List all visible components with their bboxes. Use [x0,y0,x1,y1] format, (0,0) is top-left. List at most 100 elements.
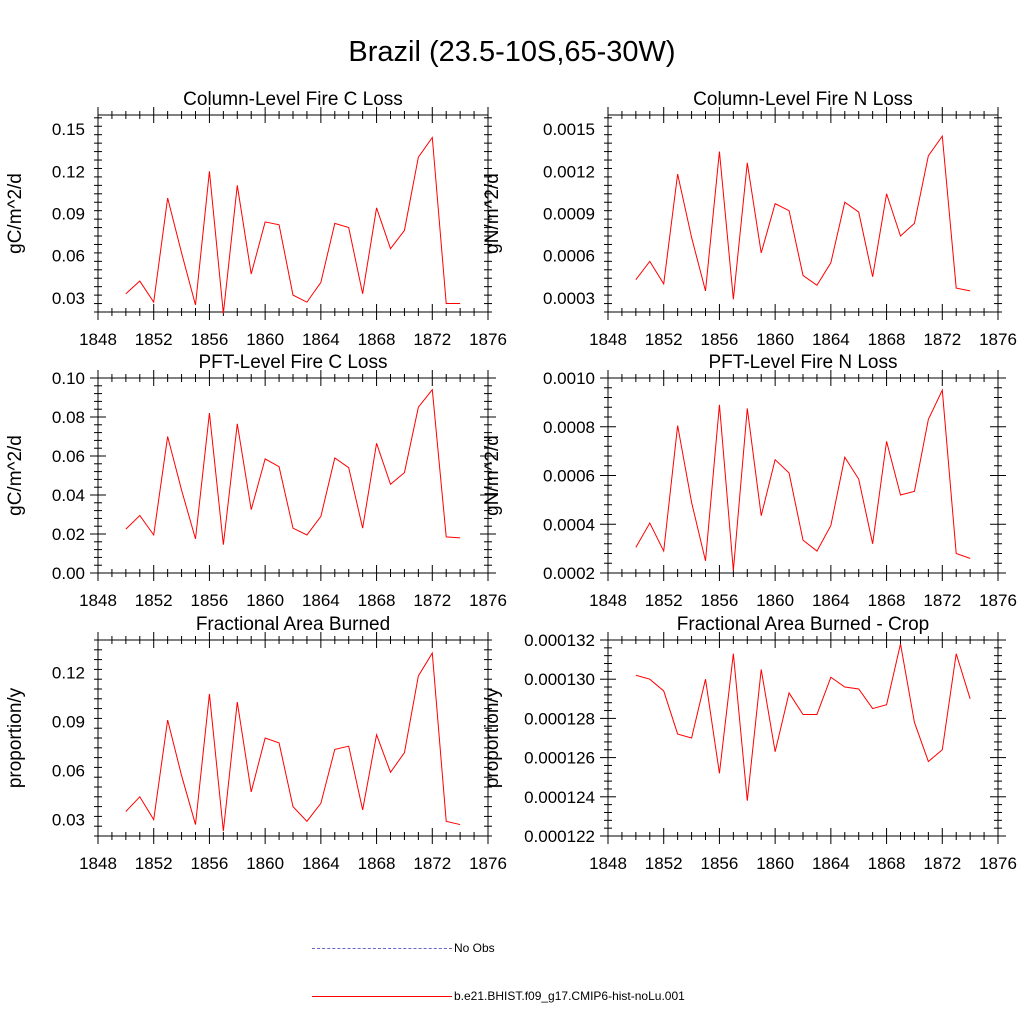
x-tick-label: 1868 [358,591,396,610]
y-axis-label: gC/m^2/d [5,173,26,254]
x-tick-label: 1864 [812,854,850,873]
panel-2: Column-Level Fire N Loss 1848 1852 1856 1860… [482,89,1017,349]
y-tick-label: 0.0015 [543,120,595,139]
panel-title: PFT-Level Fire N Loss [709,352,898,373]
x-tick-label: 1868 [868,330,906,349]
x-tick-label: 1876 [469,854,507,873]
x-tick-label: 1848 [589,591,627,610]
y-tick-label: 0.0006 [543,467,595,486]
y-axis-label: gC/m^2/d [5,435,26,516]
x-tick-label: 1860 [246,591,284,610]
panel-title: Column-Level Fire C Loss [183,89,403,110]
x-tick-label: 1868 [358,854,396,873]
x-tick-label: 1860 [246,330,284,349]
panel-title: Fractional Area Burned [196,614,390,635]
x-tick-label: 1876 [979,591,1017,610]
x-tick-label: 1856 [191,854,229,873]
y-tick-label: 0.000126 [524,749,595,768]
x-tick-label: 1848 [79,330,117,349]
x-tick-label: 1856 [191,591,229,610]
series-line [635,643,971,801]
panel-title: PFT-Level Fire C Loss [199,352,388,373]
x-tick-label: 1868 [868,854,906,873]
x-tick-label: 1864 [812,591,850,610]
x-tick-label: 1872 [923,854,961,873]
y-tick-label: 0.000128 [524,709,595,728]
y-tick-label: 0.06 [52,447,85,466]
x-tick-label: 1876 [979,854,1017,873]
legend-swatch-model [312,996,452,998]
x-tick-label: 1864 [302,330,340,349]
legend-swatch-no-obs [312,948,452,950]
x-tick-label: 1872 [413,854,451,873]
x-tick-label: 1852 [135,330,173,349]
series-line [635,388,971,571]
figure-title: Brazil (23.5-10S,65-30W) [348,36,676,68]
y-tick-label: 0.09 [52,205,85,224]
panel-1: Column-Level Fire C Loss 1848 1852 1856 1860… [5,89,507,349]
x-tick-label: 1856 [701,330,739,349]
x-tick-label: 1856 [701,591,739,610]
y-tick-label: 0.0009 [543,205,595,224]
y-tick-label: 0.06 [52,247,85,266]
panel-title: Column-Level Fire N Loss [693,89,913,110]
x-tick-label: 1876 [469,591,507,610]
x-tick-label: 1852 [135,591,173,610]
y-tick-label: 0.0008 [543,418,595,437]
y-tick-label: 0.000122 [524,827,595,846]
panel-title: Fractional Area Burned - Crop [677,614,929,635]
y-tick-label: 0.000124 [524,788,595,807]
series-line [125,136,461,314]
series-line [125,651,461,832]
y-tick-label: 0.0002 [543,564,595,583]
y-tick-label: 0.0004 [543,515,595,534]
x-tick-label: 1876 [979,330,1017,349]
x-tick-label: 1864 [302,591,340,610]
x-tick-label: 1860 [756,854,794,873]
x-tick-label: 1864 [812,330,850,349]
x-tick-label: 1852 [645,330,683,349]
y-axis-label: proportion/y [482,687,503,788]
x-tick-label: 1860 [246,854,284,873]
plot-frame [607,114,999,313]
y-tick-label: 0.0010 [543,369,595,388]
x-tick-label: 1864 [302,854,340,873]
x-tick-label: 1856 [701,854,739,873]
panel-5: Fractional Area Burned 1848 1852 1856 1860 18… [5,614,507,873]
x-tick-label: 1868 [868,591,906,610]
x-tick-label: 1852 [645,854,683,873]
y-tick-label: 0.03 [52,811,85,830]
y-axis-label: gN/m^2/d [482,173,503,254]
legend-label-no-obs: No Obs [454,941,495,955]
x-tick-label: 1876 [469,330,507,349]
panel-6: Fractional Area Burned - Crop 1848 1852 185… [482,614,1017,873]
series-line [635,134,971,300]
y-axis-label: gN/m^2/d [482,435,503,516]
plot-frame [607,639,999,837]
y-axis-label: proportion/y [5,687,26,788]
plot-frame [607,377,999,574]
y-tick-label: 0.08 [52,408,85,427]
x-tick-label: 1852 [645,591,683,610]
y-tick-label: 0.02 [52,525,85,544]
panel-4: PFT-Level Fire N Loss 1848 1852 1856 1860 186… [482,352,1017,610]
y-tick-label: 0.12 [52,162,85,181]
legend-label-model: b.e21.BHIST.f09_g17.CMIP6-hist-noLu.001 [454,989,685,1003]
x-tick-label: 1848 [589,330,627,349]
x-tick-label: 1872 [413,591,451,610]
x-tick-label: 1860 [756,330,794,349]
y-tick-label: 0.10 [52,369,85,388]
y-tick-label: 0.15 [52,120,85,139]
y-tick-label: 0.000130 [524,670,595,689]
y-tick-label: 0.0012 [543,162,595,181]
x-tick-label: 1848 [79,854,117,873]
y-tick-label: 0.04 [52,486,85,505]
x-tick-label: 1872 [923,591,961,610]
x-tick-label: 1848 [589,854,627,873]
series-line [125,388,461,545]
x-tick-label: 1872 [413,330,451,349]
y-tick-label: 0.03 [52,289,85,308]
plot-frame [97,377,489,574]
y-tick-label: 0.0003 [543,289,595,308]
